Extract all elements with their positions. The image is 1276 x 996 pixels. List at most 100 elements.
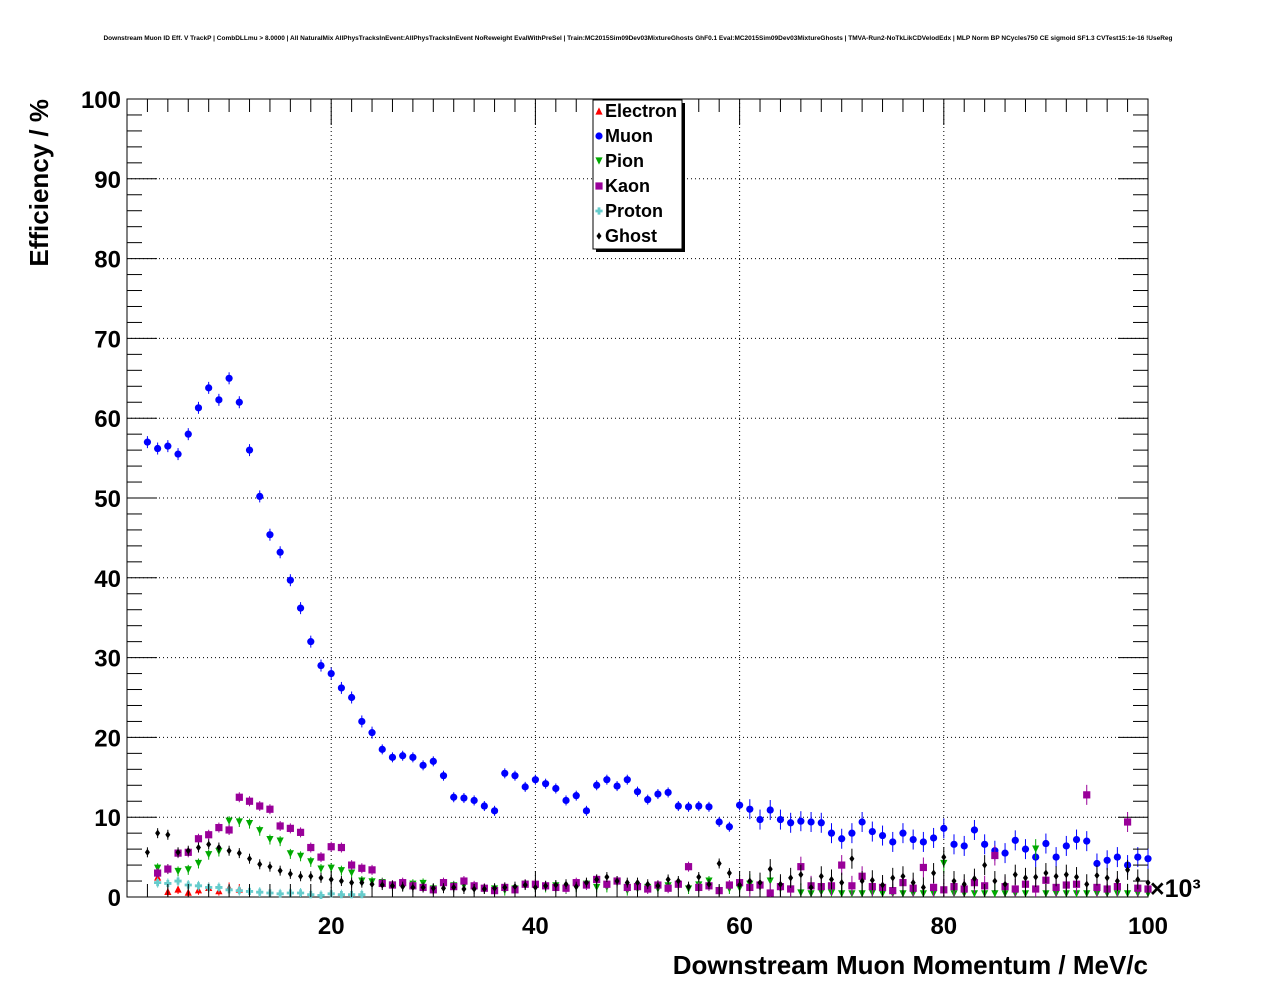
- data-point: [317, 661, 325, 670]
- data-point: [1063, 871, 1069, 879]
- data-point: [318, 874, 324, 882]
- data-point: [941, 853, 947, 861]
- y-tick-label: 80: [94, 247, 121, 274]
- data-point: [481, 885, 487, 893]
- data-point: [317, 853, 325, 861]
- data-point: [859, 877, 865, 885]
- data-point: [277, 867, 283, 875]
- legend-label-kaon: Kaon: [605, 176, 650, 196]
- data-point: [766, 889, 774, 897]
- data-point: [216, 843, 222, 852]
- data-point: [950, 840, 958, 848]
- y-tick-label: 60: [94, 406, 121, 433]
- data-point: [317, 865, 325, 873]
- data-point: [359, 879, 365, 887]
- data-point: [256, 802, 264, 810]
- legend-marker-electron: [595, 107, 603, 115]
- data-point: [736, 801, 744, 809]
- data-point: [174, 885, 182, 893]
- data-point: [256, 827, 264, 835]
- data-point: [940, 824, 948, 832]
- data-point: [563, 880, 569, 888]
- data-point: [716, 859, 722, 868]
- data-point: [889, 838, 897, 846]
- data-point: [379, 881, 385, 889]
- data-point: [868, 827, 876, 836]
- data-point: [1012, 871, 1018, 879]
- data-point: [215, 823, 223, 832]
- data-point: [154, 869, 162, 877]
- legend-box: [592, 99, 683, 250]
- data-point: [1094, 871, 1100, 880]
- data-point: [664, 788, 672, 797]
- data-point: [1011, 836, 1019, 844]
- data-point: [827, 829, 836, 837]
- y-tick-label: 90: [94, 167, 121, 194]
- data-point: [296, 852, 305, 860]
- y-tick-label: 100: [81, 87, 121, 114]
- data-point: [174, 867, 182, 876]
- data-point: [787, 819, 795, 827]
- data-point: [276, 822, 284, 830]
- data-point: [348, 869, 356, 877]
- data-point: [1123, 818, 1132, 826]
- data-point: [776, 815, 785, 824]
- x-tick-label: 100: [1128, 913, 1168, 940]
- data-point: [235, 818, 243, 826]
- data-point: [665, 875, 671, 884]
- data-point: [337, 684, 346, 692]
- data-point: [521, 783, 529, 791]
- data-point: [144, 848, 150, 856]
- data-point: [1093, 883, 1101, 892]
- legend-marker-muon: [595, 132, 603, 140]
- data-point: [388, 753, 397, 761]
- legend-marker-pion: [595, 157, 603, 165]
- data-point: [287, 870, 293, 878]
- data-point: [593, 781, 601, 789]
- data-point: [511, 772, 519, 780]
- data-point: [838, 861, 846, 869]
- data-point: [910, 879, 916, 887]
- data-point: [684, 863, 693, 871]
- data-point: [766, 806, 774, 814]
- data-point: [1011, 885, 1019, 893]
- data-point: [818, 872, 824, 880]
- data-point: [797, 817, 805, 825]
- data-point: [970, 890, 979, 898]
- data-point: [502, 883, 508, 892]
- data-point: [470, 796, 478, 805]
- data-point: [686, 883, 692, 891]
- y-tick-label: 10: [94, 805, 121, 832]
- y-axis-label: Efficiency / %: [24, 99, 54, 267]
- data-point: [929, 834, 938, 842]
- x-tick-label: 20: [318, 913, 345, 940]
- data-point: [235, 398, 243, 406]
- data-point: [1134, 853, 1142, 861]
- data-point: [205, 851, 213, 859]
- data-point: [194, 404, 203, 412]
- data-point: [603, 880, 611, 888]
- data-point: [154, 444, 162, 453]
- data-point: [175, 848, 181, 856]
- data-point: [1021, 845, 1030, 853]
- data-point: [848, 829, 856, 837]
- data-point: [378, 745, 386, 753]
- data-point: [358, 891, 366, 899]
- data-point: [623, 776, 631, 784]
- data-point: [266, 835, 274, 844]
- data-point: [900, 872, 906, 880]
- legend-marker-kaon: [595, 182, 603, 190]
- data-point: [715, 818, 723, 826]
- data-point: [725, 823, 733, 831]
- data-point: [490, 807, 499, 815]
- data-point: [1144, 855, 1152, 863]
- data-point: [450, 793, 458, 801]
- x-axis-label: Downstream Muon Momentum / MeV/c: [673, 950, 1148, 980]
- data-point: [817, 819, 825, 827]
- data-point: [594, 875, 600, 884]
- data-point: [572, 792, 580, 800]
- data-point: [194, 859, 203, 868]
- data-point: [1104, 874, 1110, 882]
- data-point: [226, 847, 232, 855]
- data-point: [1135, 875, 1141, 884]
